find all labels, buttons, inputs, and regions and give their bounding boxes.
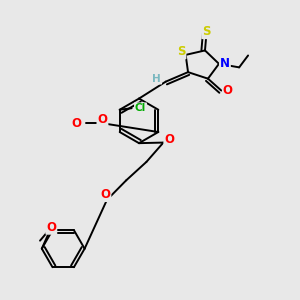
Text: O: O (46, 221, 56, 234)
Text: Cl: Cl (135, 103, 146, 113)
Text: S: S (202, 25, 211, 38)
Text: N: N (220, 57, 230, 70)
Text: S: S (177, 45, 185, 58)
Text: O: O (100, 188, 110, 201)
Text: O: O (223, 84, 233, 97)
Text: O: O (98, 113, 107, 126)
Text: O: O (72, 117, 82, 130)
Text: H: H (152, 74, 161, 84)
Text: O: O (164, 133, 174, 146)
